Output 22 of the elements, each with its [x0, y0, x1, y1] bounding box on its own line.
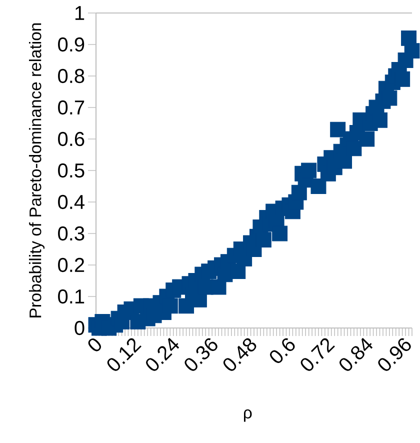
y-tick-label: 0.8 — [58, 68, 84, 84]
y-tick-label: 0.5 — [58, 163, 84, 178]
y-tick-label: 0.3 — [58, 226, 84, 241]
y-tick-label: 0.6 — [58, 132, 84, 146]
y-tick-label: 0.4 — [58, 194, 84, 210]
y-axis-title: Probability of Pareto-dominance relation — [29, 23, 45, 318]
x-tick-label: 0.12 — [107, 338, 142, 371]
x-tick-label: 0.48 — [223, 338, 256, 371]
x-axis-title: ρ — [244, 409, 252, 422]
y-tick-label: 0.7 — [58, 100, 84, 115]
y-tick-label: 0.9 — [58, 37, 84, 52]
y-tick-label: 0.1 — [58, 289, 84, 304]
x-tick-label: 0.36 — [184, 338, 218, 371]
x-tick-label: 0.6 — [270, 338, 295, 363]
y-tick-label: 0 — [74, 320, 84, 336]
x-tick-label: 0.72 — [300, 338, 335, 371]
x-tick-label: 0.24 — [146, 338, 180, 371]
y-tick-label: 0.2 — [58, 258, 84, 272]
x-tick-label: 0 — [88, 338, 102, 352]
y-tick-label: 1 — [75, 6, 84, 20]
x-tick-label: 0.96 — [378, 338, 411, 371]
x-tick-label: 0.84 — [339, 338, 373, 371]
